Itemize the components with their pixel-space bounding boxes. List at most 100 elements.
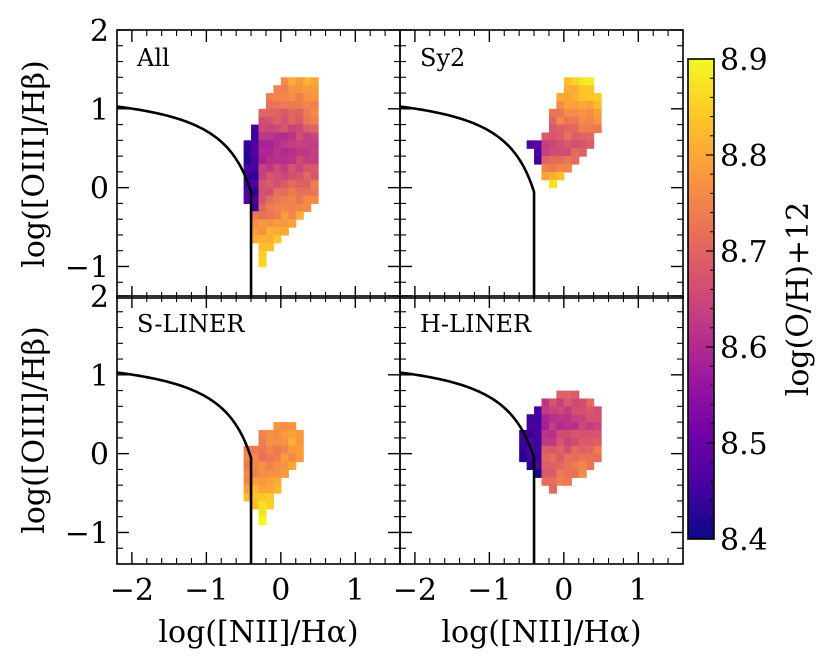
heatmap-cell [578, 422, 587, 431]
heatmap-cell [258, 187, 267, 197]
heatmap-cell [295, 430, 304, 439]
heatmap-cell [563, 164, 572, 173]
heatmap-cell [586, 406, 595, 415]
heatmap-cell [273, 148, 282, 157]
heatmap-cell [265, 148, 274, 157]
heatmap-cell [280, 132, 289, 141]
heatmap-cell [273, 477, 282, 486]
heatmap-layer [243, 77, 602, 526]
heatmap-cell [548, 430, 557, 439]
ticks [116, 29, 684, 565]
heatmap-cell [243, 453, 252, 463]
heatmap-cell [303, 179, 312, 189]
axes-frame-2 [399, 29, 684, 299]
heatmap-cell [280, 85, 289, 94]
heatmap-cell [295, 203, 304, 212]
heatmap-cell [243, 469, 252, 478]
heatmap-cell [265, 211, 274, 220]
heatmap-cell [280, 453, 289, 463]
heatmap-cell [295, 77, 304, 86]
heatmap-cell [273, 108, 282, 118]
heatmap-cell [571, 422, 580, 431]
heatmap-cell [541, 461, 550, 471]
heatmap-cell [571, 85, 580, 94]
heatmap-cell [288, 108, 297, 118]
heatmap-cell [265, 234, 274, 244]
heatmap-cell [519, 445, 528, 455]
heatmap-cell [280, 100, 289, 110]
y-tick-label: 1 [90, 93, 109, 128]
heatmap-cell [541, 140, 550, 149]
heatmap-cell [548, 485, 557, 494]
heatmap-cell [243, 148, 252, 157]
heatmap-cell [288, 187, 297, 197]
colorbar-tick-label: 8.8 [720, 139, 768, 174]
heatmap-cell [288, 422, 297, 431]
heatmap-cell [303, 156, 312, 165]
heatmap-cell [534, 461, 543, 471]
heatmap-cell [578, 100, 587, 110]
heatmap-cell [288, 93, 297, 102]
heatmap-panel-3 [243, 422, 304, 526]
heatmap-cell [556, 108, 565, 118]
heatmap-cell [310, 77, 319, 86]
heatmap-cell [593, 100, 602, 110]
heatmap-cell [534, 437, 543, 447]
heatmap-cell [273, 445, 282, 455]
heatmap-cell [303, 164, 312, 173]
heatmap-cell [258, 148, 267, 157]
heatmap-cell [273, 195, 282, 205]
heatmap-cell [273, 211, 282, 220]
heatmap-cell [563, 100, 572, 110]
heatmap-cell [586, 85, 595, 94]
heatmap-cell [548, 414, 557, 423]
heatmap-cell [265, 461, 274, 471]
heatmap-cell [273, 461, 282, 471]
heatmap-cell [251, 227, 260, 236]
heatmap-cell [265, 164, 274, 173]
heatmap-cell [519, 437, 528, 447]
heatmap-cell [251, 187, 260, 197]
heatmap-cell [310, 187, 319, 197]
heatmap-cell [563, 116, 572, 126]
heatmap-cell [295, 437, 304, 447]
heatmap-cell [310, 124, 319, 134]
heatmap-cell [578, 461, 587, 471]
y-tick-label: 2 [90, 14, 109, 49]
heatmap-cell [295, 187, 304, 197]
heatmap-cell [280, 203, 289, 212]
y-axis-title-2: log([OIII]/Hβ) [17, 326, 52, 533]
heatmap-cell [265, 430, 274, 439]
heatmap-cell [280, 77, 289, 86]
heatmap-cell [243, 140, 252, 149]
heatmap-cell [586, 132, 595, 141]
heatmap-cell [295, 195, 304, 205]
heatmap-cell [548, 453, 557, 463]
heatmap-cell [571, 148, 580, 157]
heatmap-cell [556, 414, 565, 423]
heatmap-cell [310, 108, 319, 118]
heatmap-cell [571, 140, 580, 149]
heatmap-cell [541, 437, 550, 447]
heatmap-cell [548, 108, 557, 118]
heatmap-cell [548, 179, 557, 189]
heatmap-cell [273, 140, 282, 149]
heatmap-cell [303, 124, 312, 134]
x-tick-label: −1 [467, 573, 511, 608]
heatmap-cell [571, 390, 580, 400]
heatmap-cell [273, 234, 282, 244]
axes-frames [116, 29, 684, 565]
heatmap-cell [541, 164, 550, 173]
heatmap-cell [265, 187, 274, 197]
heatmap-cell [526, 414, 535, 423]
heatmap-cell [563, 406, 572, 415]
heatmap-cell [563, 77, 572, 86]
colorbar-tick-label: 8.4 [720, 523, 768, 558]
heatmap-cell [295, 93, 304, 102]
heatmap-cell [251, 453, 260, 463]
heatmap-cell [541, 430, 550, 439]
heatmap-cell [310, 148, 319, 157]
heatmap-cell [280, 195, 289, 205]
heatmap-cell [265, 124, 274, 134]
heatmap-cell [273, 179, 282, 189]
